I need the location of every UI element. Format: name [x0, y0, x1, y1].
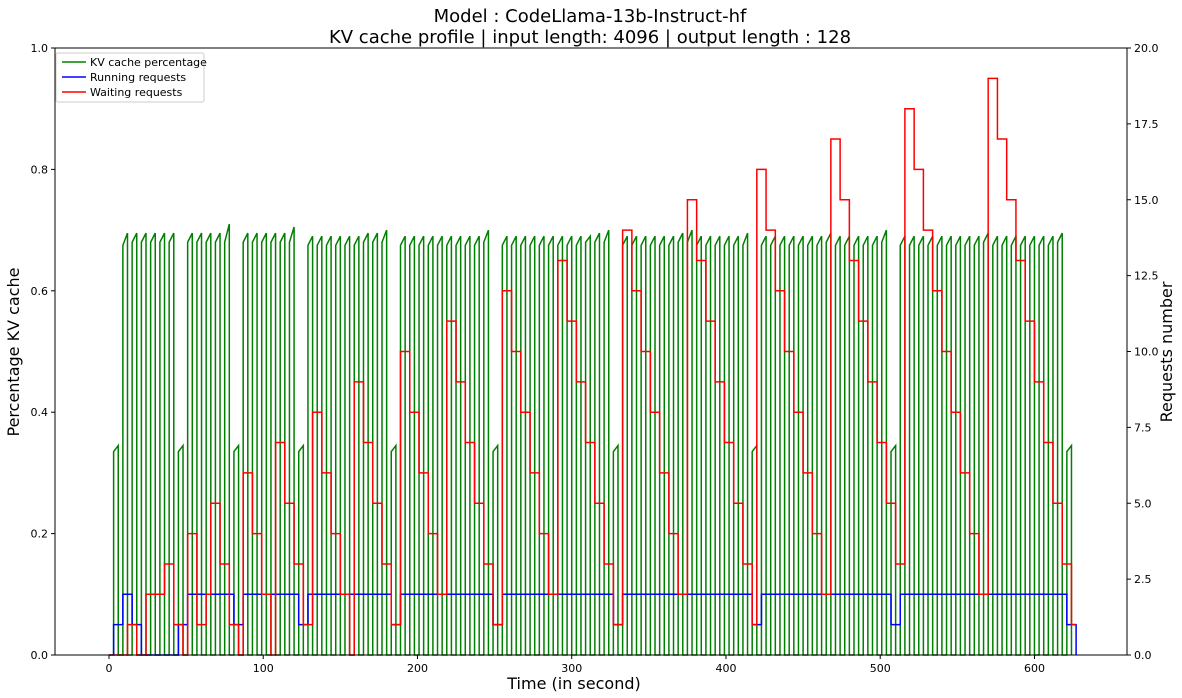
- y-right-tick-label: 20.0: [1134, 42, 1159, 55]
- y-right-tick-label: 12.5: [1134, 270, 1159, 283]
- y-right-tick-label: 5.0: [1134, 497, 1152, 510]
- y-left-tick-label: 0.2: [31, 528, 49, 541]
- x-tick-label: 300: [561, 662, 582, 675]
- y-axis-right-label: Requests number: [1157, 281, 1176, 422]
- legend: KV cache percentage Running requests Wai…: [55, 52, 207, 103]
- series-line-2: [108, 77, 1077, 656]
- y-axis-left-label: Percentage KV cache: [4, 268, 23, 437]
- y-left-tick-label: 0.8: [31, 163, 49, 176]
- x-tick-label: 100: [253, 662, 274, 675]
- legend-box: [55, 52, 205, 103]
- y-right-tick-label: 15.0: [1134, 194, 1159, 207]
- x-tick-label: 200: [407, 662, 428, 675]
- legend-label-kv-cache: KV cache percentage: [90, 56, 207, 69]
- x-tick-label: 0: [105, 662, 112, 675]
- legend-label-waiting: Waiting requests: [90, 86, 183, 99]
- x-tick-label: 500: [870, 662, 891, 675]
- y-right-tick-label: 17.5: [1134, 118, 1159, 131]
- y-right-tick-label: 7.5: [1134, 421, 1152, 434]
- ticks-layer: 0 100 200 300 400 500 600 0.0 0.2 0.4 0.6 0.8 1.0 0.0…: [31, 42, 1159, 675]
- x-tick-label: 400: [715, 662, 736, 675]
- y-left-tick-label: 0.4: [31, 406, 49, 419]
- chart-title-line-1: Model : CodeLlama-13b-Instruct-hf: [434, 6, 747, 27]
- y-left-tick-label: 0.0: [31, 649, 49, 662]
- x-axis-label: Time (in second): [506, 674, 640, 693]
- y-right-tick-label: 2.5: [1134, 573, 1152, 586]
- y-right-tick-label: 10.0: [1134, 346, 1159, 359]
- series-layer: [108, 77, 1077, 656]
- chart-title-line-2: KV cache profile | input length: 4096 | …: [329, 27, 851, 48]
- y-left-tick-label: 0.6: [31, 285, 49, 298]
- series-line-0: [112, 223, 1073, 656]
- y-left-tick-label: 1.0: [31, 42, 49, 55]
- series-line-1: [108, 593, 1077, 656]
- x-tick-label: 600: [1024, 662, 1045, 675]
- y-right-tick-label: 0.0: [1134, 649, 1152, 662]
- legend-label-running: Running requests: [90, 71, 186, 84]
